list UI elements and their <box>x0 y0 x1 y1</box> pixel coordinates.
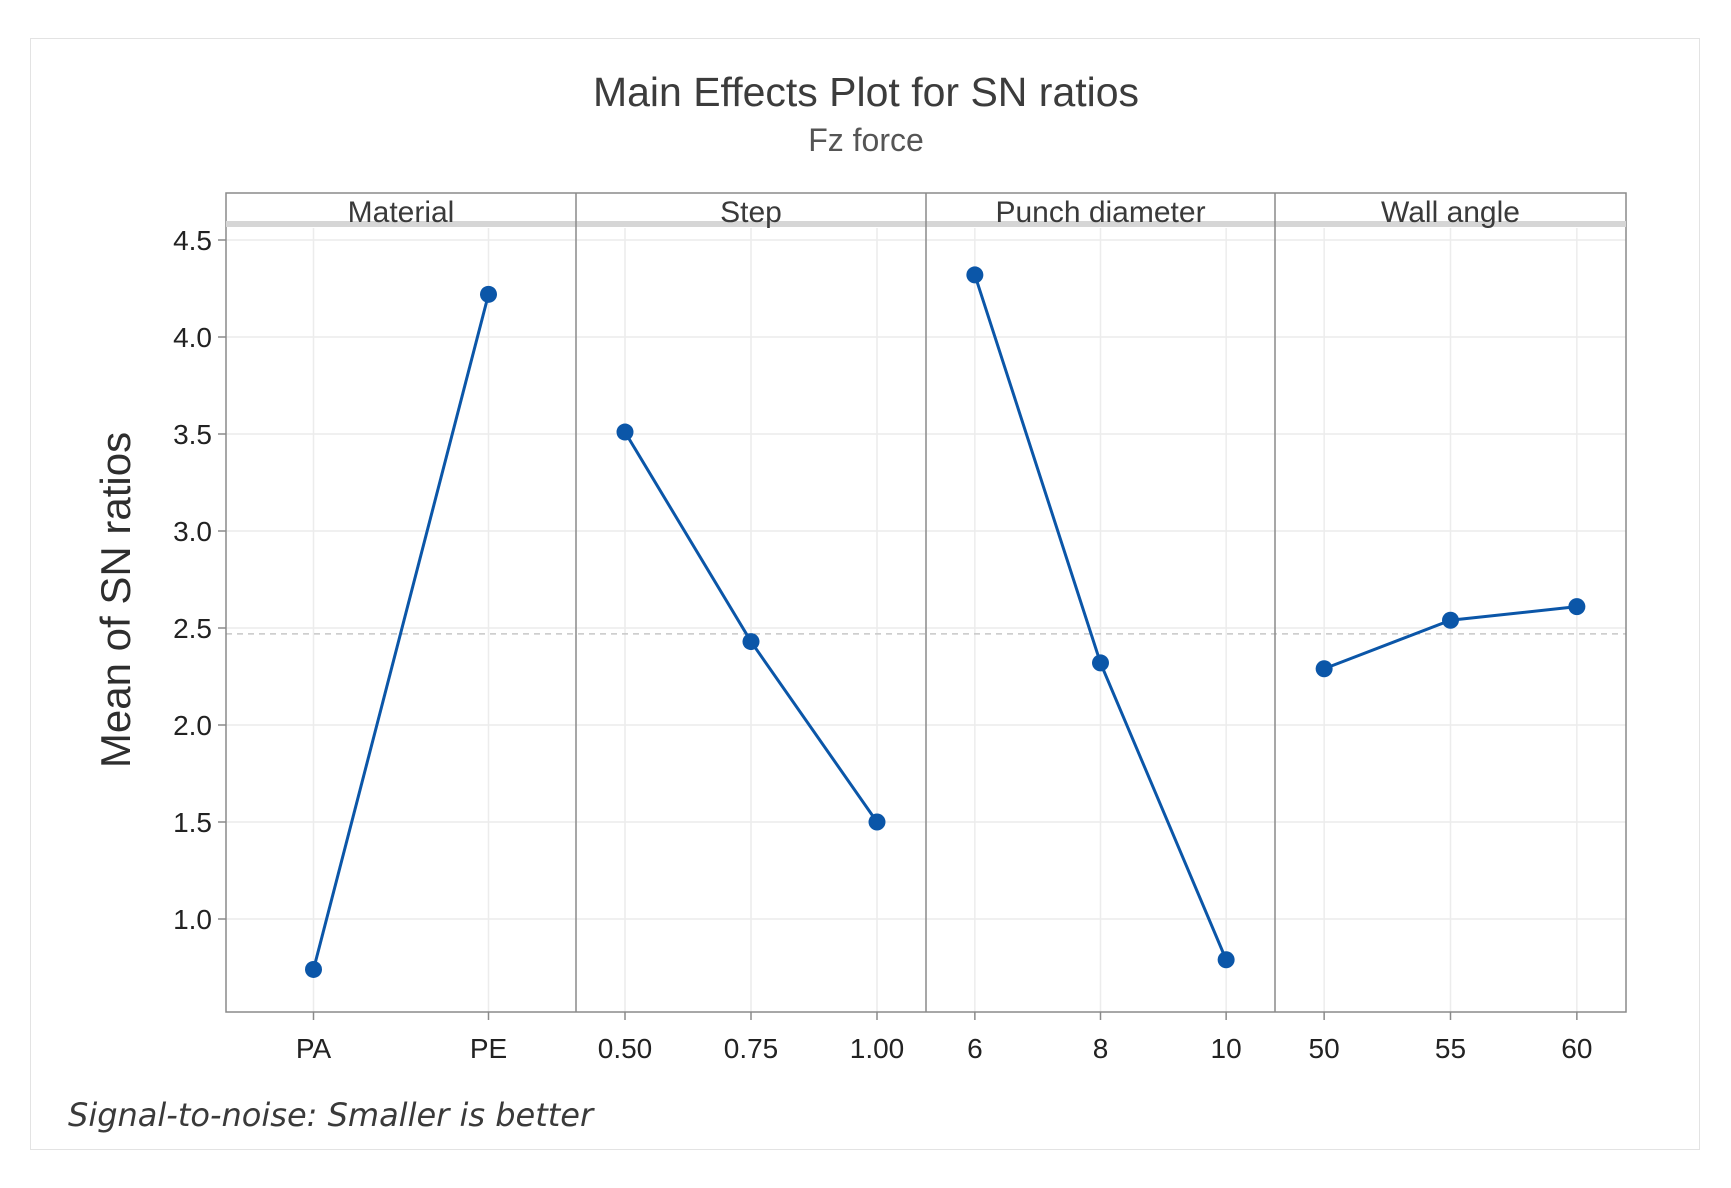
x-tick-label: 1.00 <box>850 1033 905 1064</box>
y-tick-label: 1.5 <box>173 807 212 838</box>
x-tick-label: PA <box>296 1033 332 1064</box>
y-tick-label: 3.5 <box>173 419 212 450</box>
x-tick-label: 6 <box>967 1033 983 1064</box>
data-point <box>480 285 497 303</box>
data-point <box>742 633 760 651</box>
y-axis-label: Mean of SN ratios <box>92 432 139 768</box>
y-tick-label: 3.0 <box>173 516 212 547</box>
y-tick-label: 2.0 <box>173 710 212 741</box>
footnote: Signal-to-noise: Smaller is better <box>68 1096 595 1134</box>
data-point <box>966 266 984 284</box>
x-tick-label: PE <box>470 1033 507 1064</box>
series-line-0 <box>312 293 490 970</box>
data-point <box>1568 598 1586 616</box>
x-tick-label: 0.75 <box>724 1033 779 1064</box>
x-tick-label: 50 <box>1309 1033 1340 1064</box>
y-tick-label: 4.5 <box>173 225 212 256</box>
panel-label-1: Step <box>720 196 782 229</box>
x-tick-label: 60 <box>1561 1033 1592 1064</box>
x-tick-label: 55 <box>1435 1033 1466 1064</box>
x-tick-label: 10 <box>1211 1033 1242 1064</box>
x-tick-label: 8 <box>1093 1033 1109 1064</box>
data-point <box>1442 611 1459 629</box>
data-point <box>868 813 886 831</box>
data-point <box>616 423 634 441</box>
x-tick-label: 0.50 <box>598 1033 653 1064</box>
y-tick-label: 1.0 <box>173 904 212 935</box>
panel-label-3: Wall angle <box>1381 196 1520 229</box>
panel-label-0: Material <box>348 196 455 229</box>
panel-label-2: Punch diameter <box>995 196 1205 229</box>
data-point <box>1315 660 1333 678</box>
y-tick-label: 4.0 <box>173 322 212 353</box>
data-point <box>1217 951 1235 969</box>
plot-area: Material Step Punch diameter Wall angle 1.0 1… <box>173 192 1627 1064</box>
data-point <box>1092 654 1109 672</box>
chart-subtitle: Fz force <box>808 122 924 158</box>
data-point <box>305 960 322 978</box>
y-tick-label: 2.5 <box>173 613 212 644</box>
chart-title: Main Effects Plot for SN ratios <box>593 69 1139 115</box>
